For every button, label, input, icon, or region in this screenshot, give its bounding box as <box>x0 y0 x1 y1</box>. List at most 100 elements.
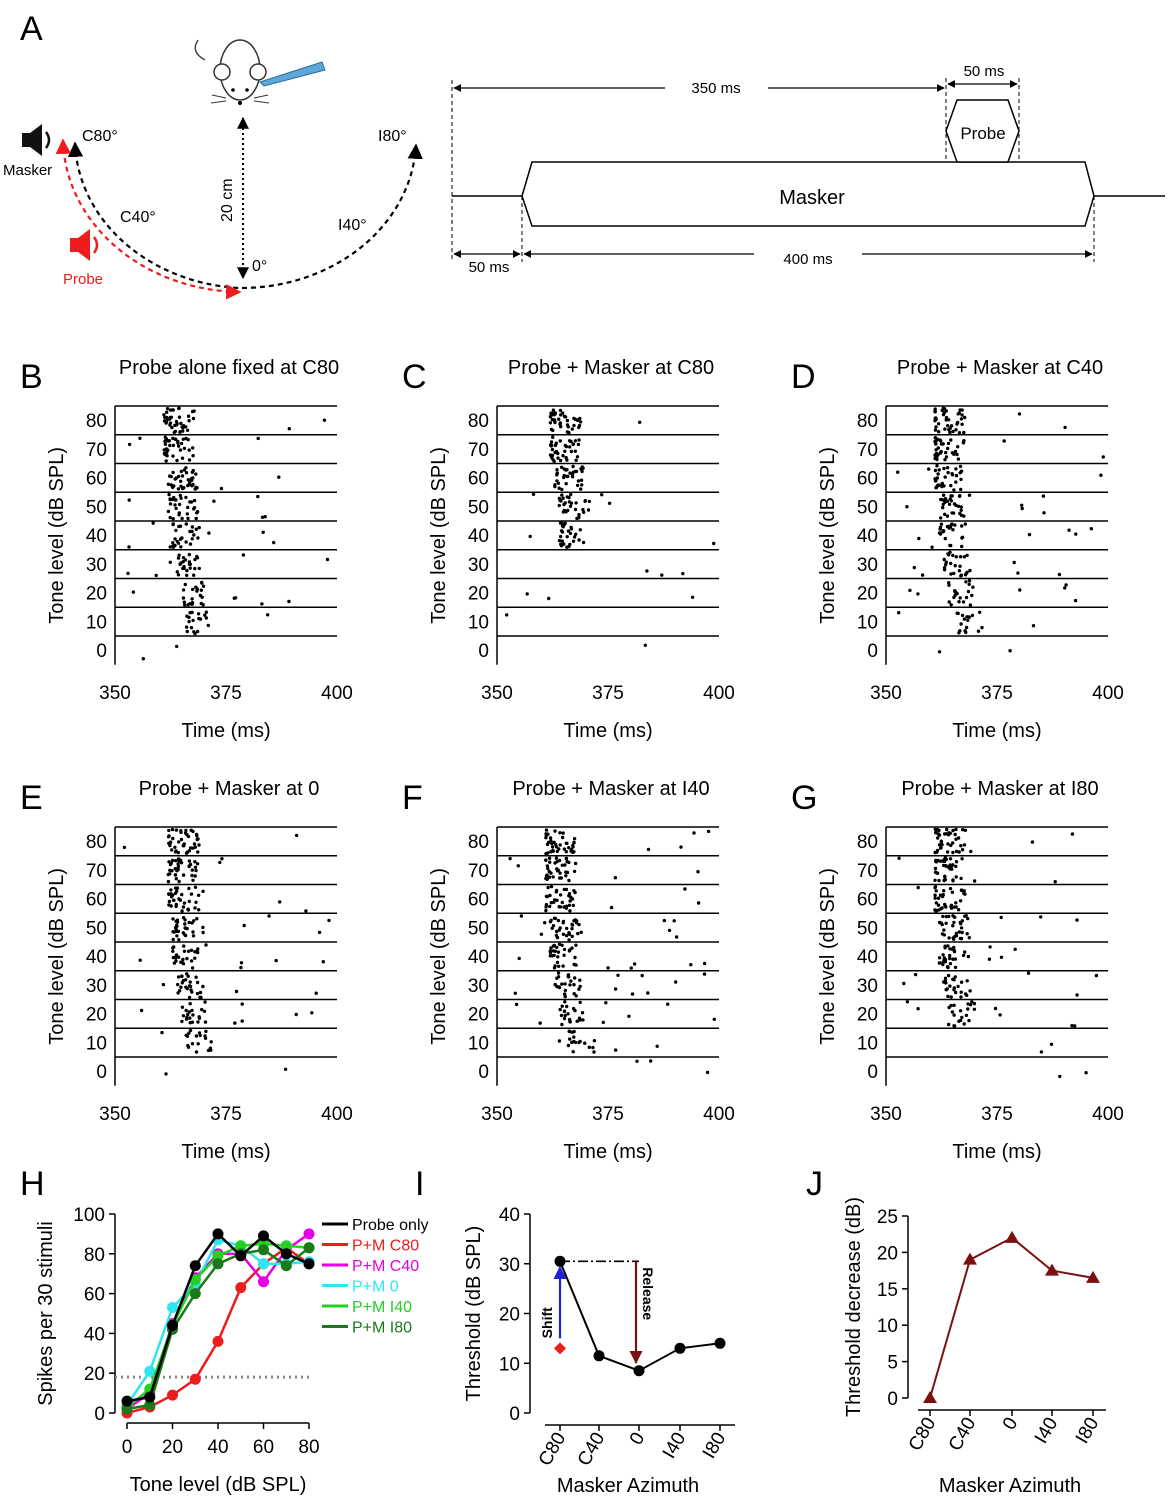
label-50ms-bottom: 50 ms <box>469 259 510 276</box>
x-tick-label: 375 <box>981 683 1013 704</box>
y-tick-label: 30 <box>857 555 878 576</box>
y-tick-label: 80 <box>468 832 489 853</box>
spike <box>204 1029 208 1034</box>
spike <box>201 930 205 935</box>
y-tick-label: 50 <box>86 918 107 939</box>
y-tick-label: 0 <box>478 1062 489 1083</box>
spike <box>553 483 557 487</box>
spike <box>555 479 559 483</box>
spike <box>949 572 953 576</box>
y-tick-label: 60 <box>857 890 878 911</box>
spike <box>559 529 564 533</box>
spike <box>171 470 175 475</box>
spike <box>565 870 570 875</box>
spike <box>946 944 950 948</box>
data-point <box>189 1288 201 1300</box>
spike <box>1027 532 1032 537</box>
spike <box>177 406 181 410</box>
spike <box>1099 473 1103 477</box>
spike <box>947 502 952 506</box>
spike <box>581 507 585 512</box>
spike <box>548 421 553 425</box>
spike <box>962 514 966 518</box>
spike <box>234 989 239 994</box>
spike <box>945 466 950 470</box>
spike <box>546 885 550 890</box>
y-axis-label: Tone level (dB SPL) <box>817 447 839 624</box>
spike <box>949 561 953 566</box>
spike <box>935 871 940 875</box>
spike <box>545 877 549 881</box>
y-tick-label: 30 <box>468 976 489 997</box>
spike <box>548 860 552 864</box>
spike <box>948 962 953 966</box>
spike <box>692 831 696 835</box>
spike <box>192 573 196 577</box>
spike <box>959 505 963 509</box>
spike <box>554 856 559 860</box>
spike <box>185 568 189 573</box>
spike <box>959 876 963 881</box>
spike <box>1075 918 1079 922</box>
spike <box>959 844 963 848</box>
spike <box>571 1050 575 1054</box>
spike <box>968 603 973 607</box>
spike <box>950 1010 955 1014</box>
spike <box>559 542 563 546</box>
spike <box>959 995 963 999</box>
spike <box>557 503 561 508</box>
spike <box>662 918 666 923</box>
spike <box>548 904 552 909</box>
spike <box>558 408 563 413</box>
spike <box>197 566 201 571</box>
spike <box>189 500 194 504</box>
spike <box>952 920 956 925</box>
spike <box>561 510 566 514</box>
y-tick-label: 15 <box>877 1280 898 1301</box>
spike <box>916 1007 920 1011</box>
spike <box>173 423 177 428</box>
spike <box>563 988 568 993</box>
label-c40: C40° <box>120 209 156 226</box>
spike <box>941 953 945 957</box>
panel-title: Probe + Masker at C40 <box>897 357 1103 379</box>
data-point <box>593 1350 605 1362</box>
spike <box>920 573 925 577</box>
spike <box>556 918 561 923</box>
spike <box>574 458 578 462</box>
spike <box>938 532 943 536</box>
data-point <box>674 1342 686 1354</box>
spike <box>956 836 961 840</box>
spike <box>568 899 572 903</box>
spike <box>609 905 614 910</box>
spike <box>176 991 180 995</box>
spike <box>940 843 944 847</box>
data-point <box>144 1399 156 1411</box>
spike <box>952 988 956 992</box>
spike <box>942 466 946 471</box>
data-point <box>963 1252 977 1265</box>
spike <box>944 498 948 503</box>
y-tick-label: 50 <box>857 918 878 939</box>
spike <box>180 1005 185 1009</box>
y-tick-label: 40 <box>86 526 107 547</box>
spike <box>963 522 967 526</box>
spike <box>558 893 563 897</box>
spike <box>186 949 191 953</box>
spike <box>188 1016 192 1020</box>
spike <box>192 409 196 413</box>
x-axis-label: Masker Azimuth <box>939 1475 1081 1497</box>
spike <box>168 443 172 448</box>
spike <box>966 589 971 594</box>
label-i40: I40° <box>338 217 367 234</box>
data-point <box>189 1274 201 1286</box>
spike <box>570 472 575 476</box>
spike <box>561 454 565 458</box>
spike <box>577 438 581 442</box>
spike <box>952 452 956 456</box>
spike <box>948 543 952 548</box>
spike <box>162 413 166 417</box>
spike <box>946 842 950 846</box>
spike <box>544 908 548 913</box>
x-tick-label: 0 <box>122 1437 133 1458</box>
